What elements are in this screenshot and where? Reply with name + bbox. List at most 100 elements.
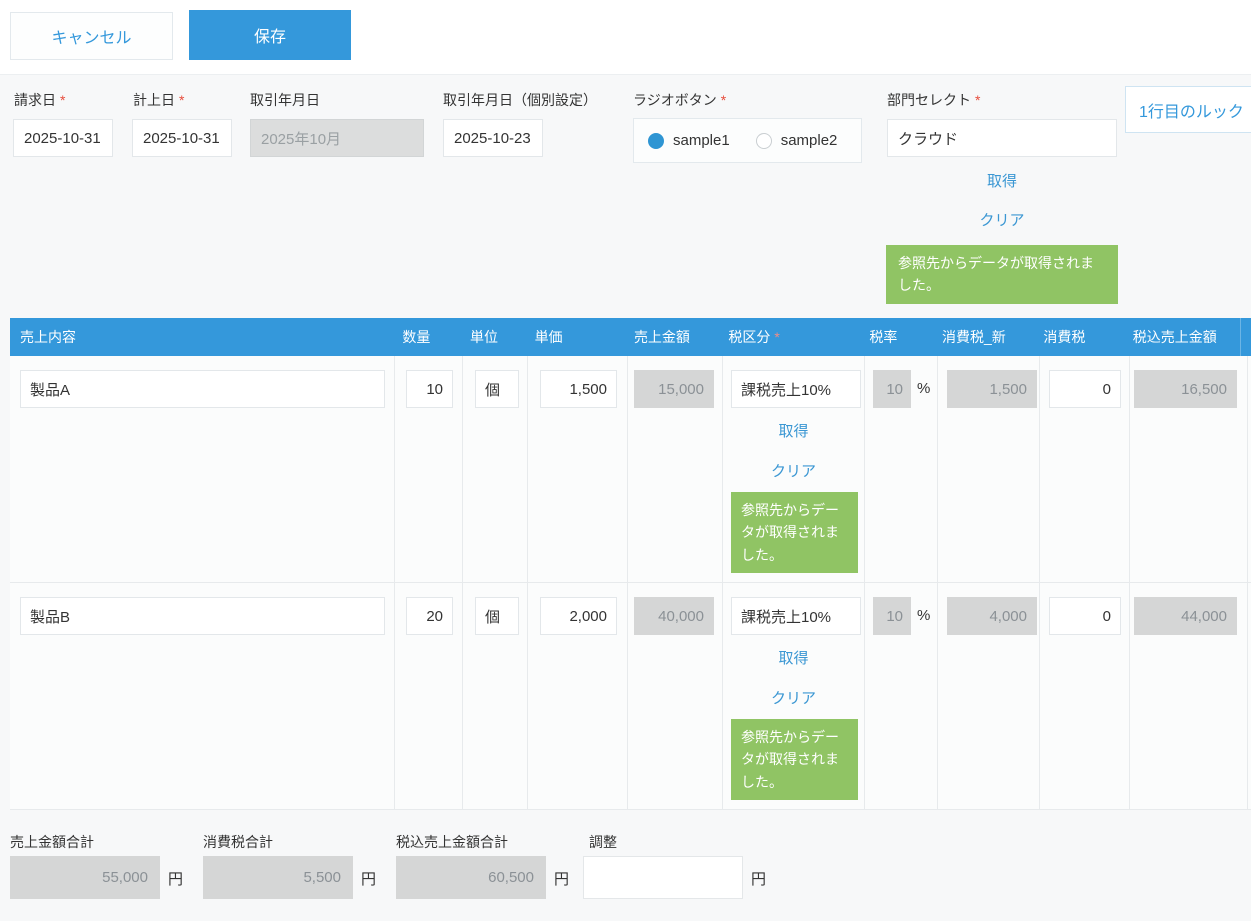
qty-input[interactable] [406, 370, 453, 408]
billing-date-input[interactable] [13, 119, 113, 157]
row-success-message: 参照先からデータが取得されました。 [731, 719, 858, 801]
adjustment-input[interactable] [583, 856, 743, 899]
tax-class-input[interactable] [731, 597, 861, 635]
row-fetch-link[interactable]: 取得 [778, 423, 809, 440]
percent-suffix: % [917, 607, 931, 624]
tax-input[interactable] [1049, 370, 1121, 408]
yen-suffix: 円 [168, 871, 184, 888]
tax-total-label: 消費税合計 [203, 834, 273, 850]
tax-input[interactable] [1049, 597, 1121, 635]
unit-price-input[interactable] [540, 370, 617, 408]
item-input[interactable] [20, 370, 385, 408]
cell-item [10, 356, 395, 582]
radio-unselected-icon[interactable] [755, 132, 772, 149]
radio-option-label: sample1 [673, 132, 730, 149]
column-header-tax: 消費税 [1043, 329, 1086, 345]
tax-rate-field-disabled: 10 [873, 370, 911, 408]
radio-selected-icon[interactable] [648, 132, 664, 149]
cell-unit-price [528, 356, 628, 582]
row1-lookup-button[interactable]: 1行目のルック [1125, 86, 1251, 133]
cell-unit [463, 583, 528, 809]
posting-date-label: 計上日 * [133, 92, 185, 108]
txn-date-individual-input[interactable] [443, 119, 543, 157]
percent-suffix: % [917, 380, 931, 397]
amount-field-disabled: 40,000 [634, 597, 714, 635]
column-header-unit: 単位 [469, 329, 498, 345]
radio-button-group: sample1 sample2 [633, 118, 862, 163]
yen-suffix: 円 [554, 871, 570, 888]
department-select-input[interactable] [887, 119, 1117, 157]
cell-qty [395, 583, 463, 809]
txn-date-individual-label: 取引年月日（個別設定） [443, 92, 597, 108]
amount-total-label: 売上金額合計 [10, 834, 94, 850]
row-clear-link[interactable]: クリア [770, 690, 816, 707]
txn-month-label: 取引年月日 [250, 92, 320, 108]
yen-suffix: 円 [361, 871, 377, 888]
column-header-qty: 数量 [402, 329, 431, 345]
radio-option-sample1[interactable]: sample1 [648, 132, 730, 149]
column-header-tax-rate: 税率 [869, 329, 898, 345]
qty-input[interactable] [406, 597, 453, 635]
department-success-message: 参照先からデータが取得されました。 [886, 245, 1118, 304]
table-cut-column-header [1240, 318, 1251, 356]
total-incl-field-disabled: 44,000 [1134, 597, 1237, 635]
table-row: 15,000 取得 クリア 参照先からデータが取得されました。 10 % 1,5… [10, 356, 1251, 583]
column-header-tax-class: 税区分 * [728, 329, 780, 345]
save-button[interactable]: 保存 [189, 10, 351, 60]
tax-new-field-disabled: 4,000 [947, 597, 1037, 635]
amount-field-disabled: 15,000 [634, 370, 714, 408]
cell-unit [463, 356, 528, 582]
cell-tax-new: 1,500 [938, 356, 1040, 582]
radio-option-sample2[interactable]: sample2 [755, 132, 837, 149]
adjustment-label: 調整 [589, 834, 617, 850]
posting-date-input[interactable] [132, 119, 232, 157]
cell-tax-rate: 10 % [865, 356, 938, 582]
cell-total-incl: 44,000 [1130, 583, 1248, 809]
department-clear-link[interactable]: クリア [979, 212, 1025, 229]
department-fetch-link[interactable]: 取得 [986, 173, 1017, 190]
cell-amount: 15,000 [628, 356, 723, 582]
tax-new-field-disabled: 1,500 [947, 370, 1037, 408]
billing-date-label: 請求日 * [14, 92, 66, 108]
cell-total-incl: 16,500 [1130, 356, 1248, 582]
cancel-button[interactable]: キャンセル [10, 12, 173, 60]
cell-qty [395, 356, 463, 582]
table-row: 40,000 取得 クリア 参照先からデータが取得されました。 10 % 4,0… [10, 583, 1251, 810]
unit-input[interactable] [475, 597, 519, 635]
total-incl-field-disabled: 16,500 [1134, 370, 1237, 408]
row-fetch-link[interactable]: 取得 [778, 650, 809, 667]
required-mark: * [975, 92, 981, 108]
grand-total-field-disabled: 60,500 [396, 856, 546, 899]
column-header-item: 売上内容 [20, 329, 76, 345]
unit-price-input[interactable] [540, 597, 617, 635]
required-mark: * [720, 92, 727, 108]
row-success-message: 参照先からデータが取得されました。 [731, 492, 858, 574]
cell-item [10, 583, 395, 809]
txn-month-field-disabled: 2025年10月 [250, 119, 424, 157]
department-select-label: 部門セレクト * [887, 92, 981, 108]
column-header-unit-price: 単価 [534, 329, 563, 345]
tax-rate-field-disabled: 10 [873, 597, 911, 635]
required-mark: * [179, 92, 185, 108]
column-header-amount: 売上金額 [633, 329, 690, 345]
cell-unit-price [528, 583, 628, 809]
unit-input[interactable] [475, 370, 519, 408]
cell-tax-class: 取得 クリア 参照先からデータが取得されました。 [723, 583, 865, 809]
required-mark: * [774, 329, 780, 345]
column-header-total-incl: 税込売上金額 [1132, 329, 1217, 345]
row-clear-link[interactable]: クリア [770, 463, 816, 480]
amount-total-field-disabled: 55,000 [10, 856, 160, 899]
grand-total-label: 税込売上金額合計 [396, 834, 508, 850]
item-input[interactable] [20, 597, 385, 635]
cell-tax [1040, 583, 1130, 809]
column-header-tax-new: 消費税_新 [941, 329, 1006, 345]
radio-group-label: ラジオボタン * [633, 92, 727, 108]
tax-total-field-disabled: 5,500 [203, 856, 353, 899]
cell-tax [1040, 356, 1130, 582]
tax-class-input[interactable] [731, 370, 861, 408]
cell-tax-new: 4,000 [938, 583, 1040, 809]
cell-tax-class: 取得 クリア 参照先からデータが取得されました。 [723, 356, 865, 582]
cell-tax-rate: 10 % [865, 583, 938, 809]
table-header-row: 売上内容 数量 単位 単価 売上金額 税区分 * 税率 消費税_新 消費税 税込売… [10, 318, 1251, 356]
